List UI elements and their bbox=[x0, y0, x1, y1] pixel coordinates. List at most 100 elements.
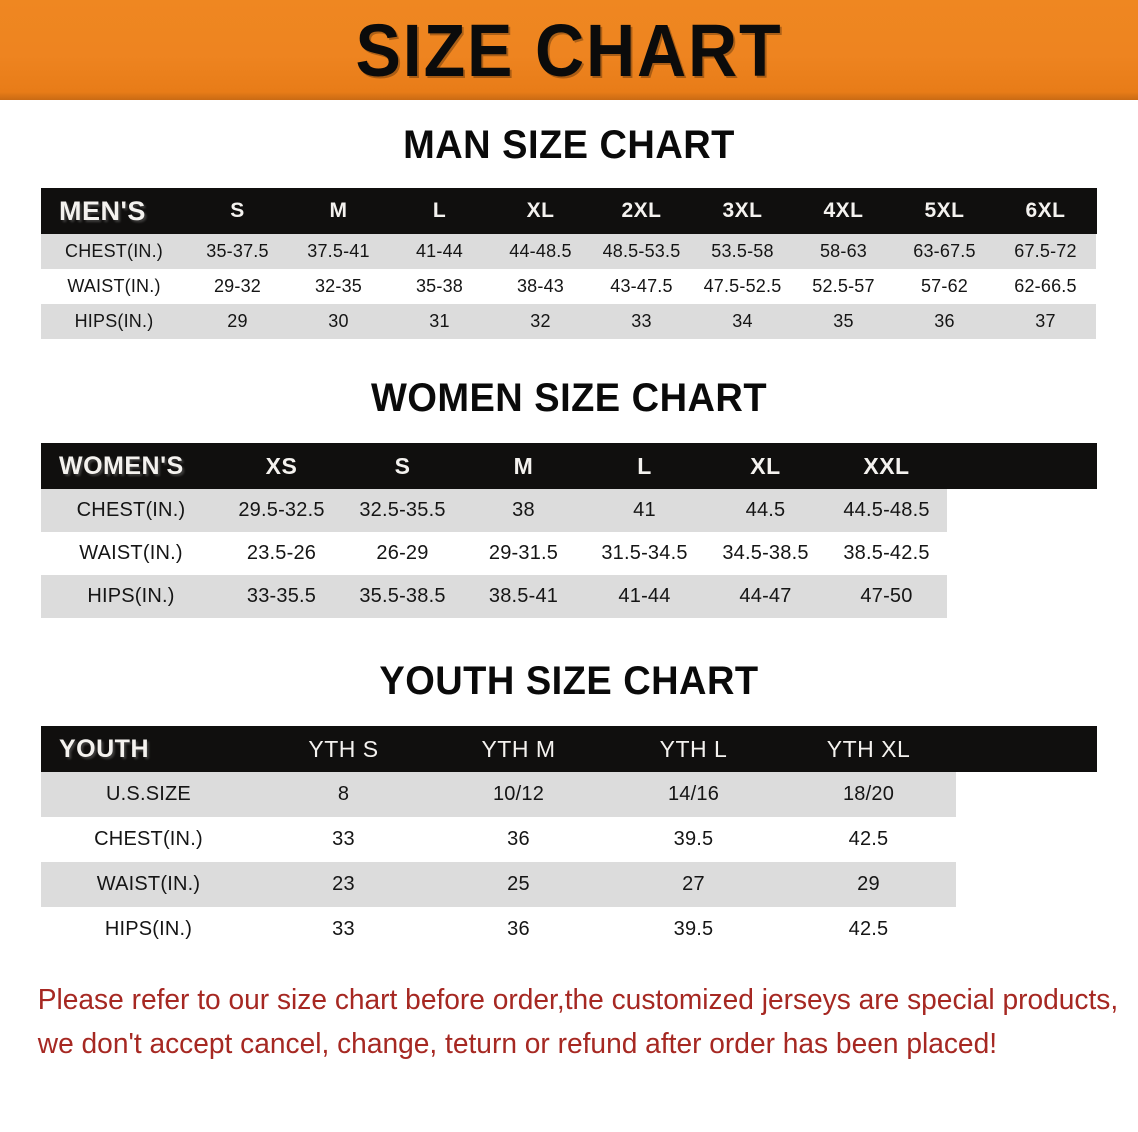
table-cell: 48.5-53.5 bbox=[591, 234, 692, 269]
women-size-header-xxl: XXL bbox=[826, 443, 947, 489]
women-row-label: CHEST(IN.) bbox=[41, 489, 221, 532]
youth-row-filler bbox=[956, 772, 1097, 817]
table-cell: 44.5-48.5 bbox=[826, 489, 947, 532]
table-row: WAIST(IN.) 29-32 32-35 35-38 38-43 43-47.5 47.… bbox=[41, 269, 1097, 304]
table-cell: 62-66.5 bbox=[995, 269, 1096, 304]
men-row-label: HIPS(IN.) bbox=[41, 304, 187, 339]
men-size-header-4xl: 4XL bbox=[793, 188, 894, 234]
men-size-header-l: L bbox=[389, 188, 490, 234]
youth-row-filler bbox=[956, 817, 1097, 862]
youth-size-header-yth-l: YTH L bbox=[606, 726, 781, 772]
women-row-label: HIPS(IN.) bbox=[41, 575, 221, 618]
table-cell: 35 bbox=[793, 304, 894, 339]
table-cell: 34 bbox=[692, 304, 793, 339]
man-size-table-wrap: MEN'S S M L XL 2XL 3XL 4XL 5XL 6XL CHEST(IN.) 35-37… bbox=[41, 188, 1097, 339]
men-size-header-6xl: 6XL bbox=[995, 188, 1096, 234]
women-row-filler bbox=[947, 532, 1097, 575]
men-row-filler bbox=[1096, 304, 1097, 339]
table-cell: 53.5-58 bbox=[692, 234, 793, 269]
table-cell: 35-37.5 bbox=[187, 234, 288, 269]
youth-size-table: YOUTH YTH S YTH M YTH L YTH XL U.S.SIZE 8 10/12… bbox=[41, 726, 1097, 952]
table-cell: 43-47.5 bbox=[591, 269, 692, 304]
youth-table-header-row: YOUTH YTH S YTH M YTH L YTH XL bbox=[41, 726, 1097, 772]
page-title: SIZE CHART bbox=[355, 9, 783, 92]
table-cell: 32 bbox=[490, 304, 591, 339]
table-cell: 23.5-26 bbox=[221, 532, 342, 575]
table-cell: 33 bbox=[256, 907, 431, 952]
table-cell: 63-67.5 bbox=[894, 234, 995, 269]
table-cell: 27 bbox=[606, 862, 781, 907]
table-cell: 18/20 bbox=[781, 772, 956, 817]
table-cell: 44-48.5 bbox=[490, 234, 591, 269]
disclaimer-line-1: Please refer to our size chart before or… bbox=[37, 984, 1119, 1016]
women-size-header-l: L bbox=[584, 443, 705, 489]
table-cell: 58-63 bbox=[793, 234, 894, 269]
youth-corner-label: YOUTH bbox=[41, 726, 256, 772]
order-disclaimer: Please refer to our size chart before or… bbox=[30, 978, 1119, 1066]
women-section-title: WOMEN SIZE CHART bbox=[370, 376, 768, 420]
table-cell: 42.5 bbox=[781, 907, 956, 952]
men-header-filler bbox=[1096, 188, 1097, 234]
table-cell: 31 bbox=[389, 304, 490, 339]
men-table-header-row: MEN'S S M L XL 2XL 3XL 4XL 5XL 6XL bbox=[41, 188, 1097, 234]
youth-row-label: U.S.SIZE bbox=[41, 772, 256, 817]
table-cell: 38-43 bbox=[490, 269, 591, 304]
table-cell: 29 bbox=[781, 862, 956, 907]
table-row: CHEST(IN.) 33 36 39.5 42.5 bbox=[41, 817, 1097, 862]
man-section-title: MAN SIZE CHART bbox=[403, 123, 735, 167]
women-size-header-s: S bbox=[342, 443, 463, 489]
table-cell: 35-38 bbox=[389, 269, 490, 304]
table-cell: 37.5-41 bbox=[288, 234, 389, 269]
table-cell: 31.5-34.5 bbox=[584, 532, 705, 575]
table-cell: 44-47 bbox=[705, 575, 826, 618]
youth-size-table-wrap: YOUTH YTH S YTH M YTH L YTH XL U.S.SIZE 8 10/12… bbox=[41, 726, 1097, 952]
man-table-body: MEN'S S M L XL 2XL 3XL 4XL 5XL 6XL CHEST(IN.) 35-37… bbox=[41, 188, 1097, 339]
table-cell: 36 bbox=[431, 817, 606, 862]
men-row-filler bbox=[1096, 269, 1097, 304]
man-size-table: MEN'S S M L XL 2XL 3XL 4XL 5XL 6XL CHEST(IN.) 35-37… bbox=[41, 188, 1097, 339]
table-cell: 36 bbox=[431, 907, 606, 952]
men-size-header-s: S bbox=[187, 188, 288, 234]
table-cell: 29-31.5 bbox=[463, 532, 584, 575]
table-row: CHEST(IN.) 29.5-32.5 32.5-35.5 38 41 44.5 44.5… bbox=[41, 489, 1097, 532]
women-row-filler bbox=[947, 489, 1097, 532]
women-row-label: WAIST(IN.) bbox=[41, 532, 221, 575]
youth-row-filler bbox=[956, 907, 1097, 952]
table-cell: 42.5 bbox=[781, 817, 956, 862]
youth-section-title: YOUTH SIZE CHART bbox=[379, 659, 759, 703]
table-cell: 38.5-41 bbox=[463, 575, 584, 618]
men-size-header-2xl: 2XL bbox=[591, 188, 692, 234]
table-row: HIPS(IN.) 33-35.5 35.5-38.5 38.5-41 41-44 44-… bbox=[41, 575, 1097, 618]
page-banner: SIZE CHART bbox=[0, 0, 1138, 100]
table-cell: 52.5-57 bbox=[793, 269, 894, 304]
men-row-label: WAIST(IN.) bbox=[41, 269, 187, 304]
women-size-header-xl: XL bbox=[705, 443, 826, 489]
table-cell: 39.5 bbox=[606, 817, 781, 862]
youth-row-label: WAIST(IN.) bbox=[41, 862, 256, 907]
table-cell: 36 bbox=[894, 304, 995, 339]
table-cell: 35.5-38.5 bbox=[342, 575, 463, 618]
women-row-filler bbox=[947, 575, 1097, 618]
table-cell: 30 bbox=[288, 304, 389, 339]
table-row: WAIST(IN.) 23 25 27 29 bbox=[41, 862, 1097, 907]
table-cell: 29.5-32.5 bbox=[221, 489, 342, 532]
table-cell: 67.5-72 bbox=[995, 234, 1096, 269]
women-size-table: WOMEN'S XS S M L XL XXL CHEST(IN.) 29.5-32.5 32.5… bbox=[41, 443, 1097, 618]
table-cell: 10/12 bbox=[431, 772, 606, 817]
youth-size-header-yth-xl: YTH XL bbox=[781, 726, 956, 772]
table-cell: 41-44 bbox=[584, 575, 705, 618]
table-cell: 32.5-35.5 bbox=[342, 489, 463, 532]
table-cell: 23 bbox=[256, 862, 431, 907]
disclaimer-line-2: we don't accept cancel, change, teturn o… bbox=[37, 1028, 998, 1060]
men-size-header-3xl: 3XL bbox=[692, 188, 793, 234]
youth-header-filler bbox=[956, 726, 1097, 772]
table-cell: 29 bbox=[187, 304, 288, 339]
men-row-filler bbox=[1096, 234, 1097, 269]
youth-size-header-yth-m: YTH M bbox=[431, 726, 606, 772]
men-size-header-m: M bbox=[288, 188, 389, 234]
table-cell: 32-35 bbox=[288, 269, 389, 304]
table-cell: 8 bbox=[256, 772, 431, 817]
men-row-label: CHEST(IN.) bbox=[41, 234, 187, 269]
table-cell: 33 bbox=[256, 817, 431, 862]
table-cell: 33-35.5 bbox=[221, 575, 342, 618]
